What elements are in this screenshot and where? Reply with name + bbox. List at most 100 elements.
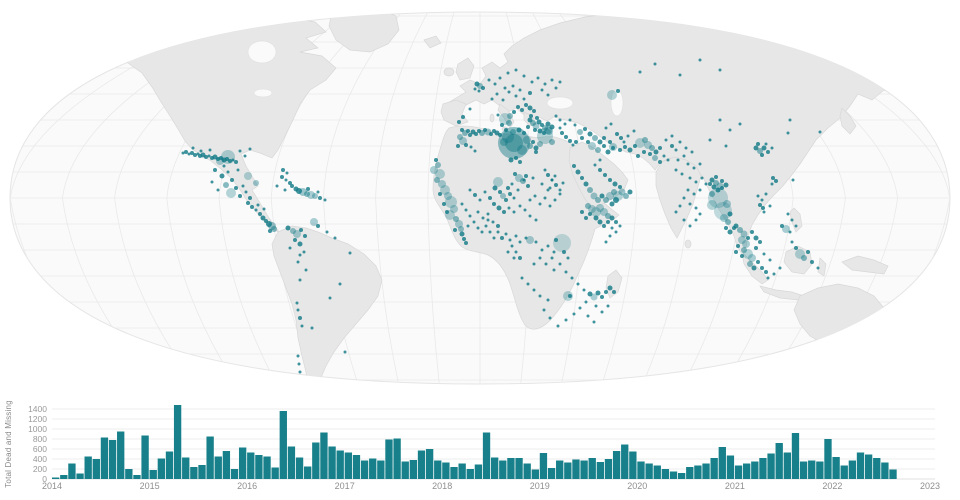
map-bubble[interactable]	[801, 255, 807, 261]
map-bubble[interactable]	[226, 188, 236, 198]
map-bubble[interactable]	[747, 261, 753, 267]
month-bar[interactable]	[507, 458, 515, 479]
map-bubble[interactable]	[523, 208, 527, 212]
map-bubble[interactable]	[756, 194, 760, 198]
month-bar[interactable]	[360, 460, 369, 480]
map-bubble[interactable]	[492, 185, 498, 191]
map-bubble[interactable]	[440, 185, 450, 195]
map-bubble[interactable]	[457, 134, 463, 140]
map-bubble[interactable]	[618, 148, 622, 152]
map-bubble[interactable]	[472, 220, 476, 224]
map-bubble[interactable]	[595, 290, 601, 296]
map-bubble[interactable]	[768, 204, 772, 208]
map-bubble[interactable]	[474, 81, 480, 87]
map-bubble[interactable]	[758, 240, 762, 244]
month-bar[interactable]	[117, 431, 125, 480]
map-bubble[interactable]	[711, 184, 717, 190]
map-bubble[interactable]	[590, 192, 598, 200]
map-bubble[interactable]	[533, 145, 539, 151]
map-bubble[interactable]	[670, 144, 674, 148]
map-bubble[interactable]	[496, 113, 500, 117]
map-bubble[interactable]	[542, 131, 546, 135]
map-bubble[interactable]	[462, 237, 466, 241]
map-bubble[interactable]	[481, 216, 485, 220]
map-bubble[interactable]	[727, 229, 733, 235]
map-bubble[interactable]	[468, 214, 472, 218]
map-bubble[interactable]	[753, 145, 759, 151]
map-bubble[interactable]	[498, 133, 502, 137]
map-bubble[interactable]	[516, 127, 522, 133]
month-bar[interactable]	[68, 463, 76, 480]
map-bubble[interactable]	[533, 194, 537, 198]
map-bubble[interactable]	[486, 212, 490, 216]
month-bar[interactable]	[621, 444, 629, 480]
map-bubble[interactable]	[538, 294, 542, 298]
map-bubble[interactable]	[584, 216, 588, 220]
map-bubble[interactable]	[488, 196, 492, 200]
map-bubble[interactable]	[524, 103, 528, 107]
map-bubble[interactable]	[540, 182, 544, 186]
map-bubble[interactable]	[473, 193, 477, 197]
month-bar[interactable]	[864, 454, 873, 480]
map-bubble[interactable]	[298, 278, 302, 282]
map-bubble[interactable]	[554, 114, 558, 118]
map-bubble[interactable]	[459, 137, 467, 145]
map-bubble[interactable]	[638, 70, 642, 74]
map-bubble[interactable]	[281, 168, 285, 172]
month-bar[interactable]	[214, 456, 222, 480]
map-bubble[interactable]	[754, 246, 758, 250]
map-bubble[interactable]	[618, 188, 626, 196]
map-bubble[interactable]	[604, 126, 608, 130]
month-bar[interactable]	[856, 452, 865, 480]
map-bubble[interactable]	[550, 78, 554, 82]
map-bubble[interactable]	[444, 192, 452, 200]
map-bubble[interactable]	[532, 122, 540, 130]
map-bubble[interactable]	[216, 188, 220, 192]
map-bubble[interactable]	[210, 180, 214, 184]
map-bubble[interactable]	[481, 86, 485, 90]
map-bubble[interactable]	[507, 113, 513, 119]
map-bubble[interactable]	[758, 203, 762, 207]
map-bubble[interactable]	[528, 91, 532, 95]
map-bubble[interactable]	[760, 266, 764, 270]
map-bubble[interactable]	[297, 362, 301, 366]
month-bar[interactable]	[279, 411, 287, 479]
map-bubble[interactable]	[623, 193, 629, 199]
map-bubble[interactable]	[595, 197, 601, 203]
month-bar[interactable]	[385, 439, 393, 480]
map-bubble[interactable]	[678, 73, 682, 77]
map-bubble[interactable]	[674, 210, 678, 214]
map-bubble[interactable]	[474, 132, 478, 136]
map-bubble[interactable]	[184, 150, 188, 154]
map-bubble[interactable]	[788, 230, 792, 234]
map-bubble[interactable]	[512, 210, 516, 214]
map-bubble[interactable]	[533, 128, 537, 132]
map-bubble[interactable]	[234, 160, 238, 164]
map-bubble[interactable]	[553, 234, 571, 252]
map-bubble[interactable]	[560, 131, 564, 135]
map-bubble[interactable]	[508, 157, 514, 163]
map-bubble[interactable]	[610, 226, 614, 230]
map-bubble[interactable]	[290, 184, 294, 188]
map-bubble[interactable]	[453, 228, 457, 232]
map-bubble[interactable]	[658, 146, 662, 150]
map-bubble[interactable]	[550, 256, 554, 260]
map-bubble[interactable]	[612, 181, 618, 187]
map-bubble[interactable]	[288, 181, 292, 185]
map-bubble[interactable]	[295, 301, 299, 305]
map-bubble[interactable]	[756, 142, 760, 146]
map-bubble[interactable]	[708, 182, 712, 186]
month-bar[interactable]	[409, 460, 418, 479]
map-bubble[interactable]	[690, 150, 694, 154]
map-bubble[interactable]	[698, 212, 702, 216]
map-bubble[interactable]	[248, 147, 252, 151]
map-bubble[interactable]	[285, 225, 291, 231]
map-bubble[interactable]	[536, 119, 542, 125]
map-bubble[interactable]	[491, 220, 495, 224]
month-bar[interactable]	[653, 465, 661, 480]
month-bar[interactable]	[588, 458, 596, 479]
map-bubble[interactable]	[558, 188, 562, 192]
map-bubble[interactable]	[490, 97, 494, 101]
month-bar[interactable]	[743, 463, 751, 480]
map-bubble[interactable]	[468, 107, 472, 111]
